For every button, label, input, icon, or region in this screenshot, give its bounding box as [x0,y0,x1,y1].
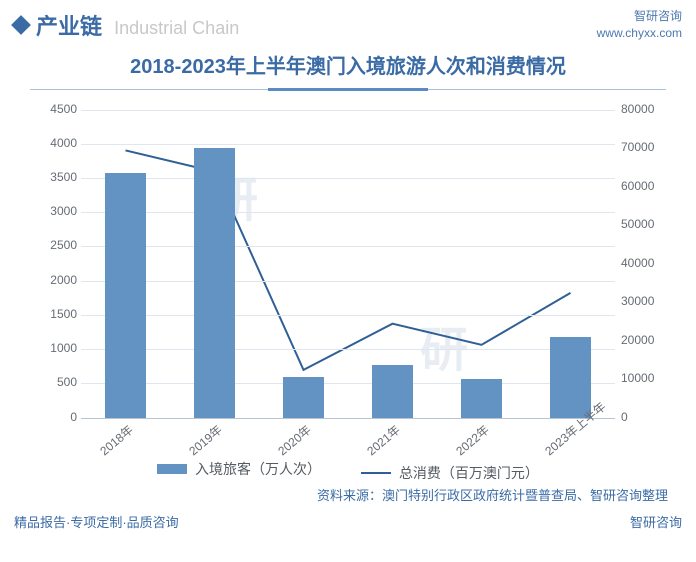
legend-bars-label: 入境旅客（万人次） [195,459,321,479]
y-right-tick: 30000 [621,294,667,308]
y-left-tick: 0 [31,410,77,424]
section-block: 产业链 Industrial Chain [14,9,239,41]
brand-url: www.chyxx.com [597,25,682,42]
line-layer [81,110,615,418]
data-source: 资料来源：澳门特别行政区政府统计暨普查局、智研咨询整理 [0,485,696,504]
legend-bars: 入境旅客（万人次） [157,459,321,479]
x-tick: 2021年 [363,421,404,459]
y-left-tick: 1500 [31,307,77,321]
bar [372,365,412,418]
bar [105,173,145,418]
bar [194,148,234,418]
y-right-tick: 50000 [621,217,667,231]
y-right-tick: 20000 [621,333,667,347]
y-left-tick: 4000 [31,136,77,150]
x-tick: 2022年 [452,421,493,459]
y-right-tick: 60000 [621,179,667,193]
footer-brand: 智研咨询 [630,512,682,531]
footer-row: 精品报告·专项定制·品质咨询 智研咨询 [0,504,696,541]
section-subtitle: Industrial Chain [114,18,239,38]
legend: 入境旅客（万人次） 总消费（百万澳门元） [0,459,696,483]
header-row: 产业链 Industrial Chain 智研咨询 www.chyxx.com [0,0,696,46]
trend-line [126,150,571,369]
chart-area: 0 500 1000 1500 2000 2500 3000 3500 4000 4500 0 100… [30,99,666,459]
y-right-tick: 80000 [621,102,667,116]
y-right-tick: 0 [621,410,667,424]
x-tick: 2018年 [96,421,137,459]
bar-swatch-icon [157,464,187,474]
brand-block: 智研咨询 www.chyxx.com [597,8,682,42]
y-left-tick: 500 [31,375,77,389]
title-underline [30,89,666,91]
section-title: 产业链 Industrial Chain [36,9,239,41]
y-right-tick: 40000 [621,256,667,270]
line-swatch-icon [361,472,391,474]
y-left-tick: 1000 [31,341,77,355]
brand-name: 智研咨询 [597,8,682,25]
bar [550,337,590,418]
y-right-tick: 70000 [621,140,667,154]
chart-title: 2018-2023年上半年澳门入境旅游人次和消费情况 [0,50,696,79]
y-left-tick: 4500 [31,102,77,116]
bar [461,379,501,418]
y-left-tick: 3000 [31,204,77,218]
y-left-tick: 3500 [31,170,77,184]
y-left-tick: 2500 [31,238,77,252]
diamond-icon [11,15,31,35]
bar [283,377,323,417]
y-left-tick: 2000 [31,273,77,287]
plot-region: 0500100015002000250030003500400045000100… [81,110,615,418]
y-right-tick: 10000 [621,371,667,385]
legend-line-label: 总消费（百万澳门元） [399,463,539,483]
footer-tagline: 精品报告·专项定制·品质咨询 [14,512,179,531]
legend-line: 总消费（百万澳门元） [361,463,539,483]
x-tick: 2019年 [185,421,226,459]
x-tick: 2020年 [274,421,315,459]
